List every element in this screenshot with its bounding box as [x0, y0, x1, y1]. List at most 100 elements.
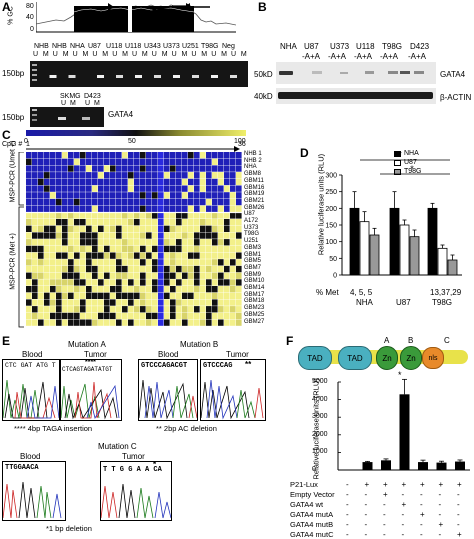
heatmap-cell	[26, 172, 32, 179]
chromatogram-c-tumor: * T T G G A A CA	[100, 460, 172, 521]
heatmap-cell	[74, 259, 80, 266]
seq-a-tumor: CTCAGTAGATATGT	[62, 366, 113, 373]
heatmap-cell	[146, 312, 152, 320]
heatmap-cell	[122, 185, 128, 192]
heatmap-cell	[218, 239, 224, 246]
heatmap-cell	[230, 232, 236, 239]
heatmap-cell	[170, 152, 176, 159]
heatmap-cell	[230, 272, 236, 279]
heatmap-cell	[158, 265, 164, 273]
heatmap-cell	[44, 292, 50, 299]
gel-sample-label: U118	[125, 43, 142, 50]
heatmap-cell	[230, 158, 236, 165]
heatmap-cell	[182, 312, 188, 320]
heatmap-cell	[236, 259, 242, 266]
heatmap-cell	[86, 212, 92, 219]
heatmap-cell	[212, 219, 218, 226]
heatmap-cell	[170, 252, 176, 259]
heatmap-cell	[128, 319, 134, 326]
heatmap-cell	[44, 232, 50, 239]
heatmap-cell	[170, 205, 176, 212]
heatmap-cell	[26, 245, 32, 253]
heatmap-cell	[62, 299, 68, 306]
heatmap-cell	[80, 158, 86, 165]
heatmap-cell	[116, 165, 122, 172]
heatmap-cell	[98, 225, 104, 232]
heatmap-cell	[212, 319, 218, 326]
heatmap-cell	[188, 232, 194, 239]
heatmap-cell	[86, 265, 92, 273]
heatmap-cell	[164, 205, 170, 212]
blot-sample-sublabel: -A+A	[302, 52, 321, 61]
heatmap-cell	[44, 205, 50, 212]
heatmap-cell	[194, 232, 200, 239]
heatmap-cell	[80, 185, 86, 192]
heatmap-cell	[170, 279, 176, 286]
heatmap-cell	[92, 232, 98, 239]
heatmap-cell	[128, 192, 134, 199]
heatmap-cell	[32, 239, 38, 246]
gel-um-label: M	[201, 51, 208, 58]
heatmap-cell	[152, 192, 158, 199]
heatmap-cell	[206, 219, 212, 226]
bar-t98g-t98g	[447, 259, 458, 276]
heatmap-cell	[104, 225, 110, 232]
heatmap-cell	[74, 165, 80, 172]
heatmap-cell	[104, 272, 110, 279]
heatmap-cell	[122, 225, 128, 232]
heatmap-cell	[152, 259, 158, 266]
heatmap-cell	[140, 299, 146, 306]
heatmap-cell	[110, 245, 116, 253]
heatmap-cell	[170, 185, 176, 192]
heatmap-cell	[152, 212, 158, 219]
heatmap-cell	[116, 306, 122, 313]
condition-cell: +	[383, 490, 388, 499]
domain-tad-2: TAD	[338, 346, 372, 370]
heatmap-cell	[218, 185, 224, 192]
heatmap-cell	[44, 185, 50, 192]
blot-sample-sublabel: -A+A	[380, 52, 399, 61]
heatmap-cell	[236, 245, 242, 253]
heatmap-cell	[104, 178, 110, 186]
heatmap-cell	[26, 165, 32, 172]
bar-condition-2	[362, 462, 373, 470]
heatmap-cell	[134, 306, 140, 313]
heatmap-cell	[38, 232, 44, 239]
heatmap-cell	[128, 312, 134, 320]
heatmap-cell	[50, 165, 56, 172]
heatmap-cell	[152, 279, 158, 286]
heatmap-cell	[128, 152, 134, 159]
heatmap-cell	[182, 185, 188, 192]
heatmap-cell	[152, 198, 158, 206]
heatmap-cell	[50, 286, 56, 293]
heatmap-cell	[152, 172, 158, 179]
heatmap-cell	[176, 158, 182, 165]
heatmap-cell	[140, 292, 146, 299]
heatmap-cell	[86, 239, 92, 246]
heatmap-cell	[134, 312, 140, 320]
heatmap-cell	[176, 185, 182, 192]
heatmap-cell	[140, 185, 146, 192]
heatmap-row-label: GBM1	[244, 251, 262, 258]
heatmap-cell	[86, 232, 92, 239]
heatmap-cell	[182, 212, 188, 219]
scale-tick: 100	[234, 138, 246, 145]
heatmap-cell	[38, 259, 44, 266]
heatmap-cell	[182, 286, 188, 293]
gel-um-label: M	[240, 51, 247, 58]
heatmap-cell	[110, 178, 116, 186]
heatmap-cell	[188, 152, 194, 159]
heatmap-cell	[92, 172, 98, 179]
gel-um-label: M	[141, 51, 148, 58]
heatmap-cell	[74, 279, 80, 286]
heatmap-cell	[86, 245, 92, 253]
heatmap-cell	[218, 292, 224, 299]
heatmap-cell	[236, 299, 242, 306]
heatmap-cell	[74, 252, 80, 259]
heatmap-cell	[152, 165, 158, 172]
heatmap-cell	[116, 185, 122, 192]
heatmap-cell	[200, 198, 206, 206]
heatmap-cell	[170, 299, 176, 306]
heatmap-cell	[146, 279, 152, 286]
heatmap-cell	[38, 292, 44, 299]
